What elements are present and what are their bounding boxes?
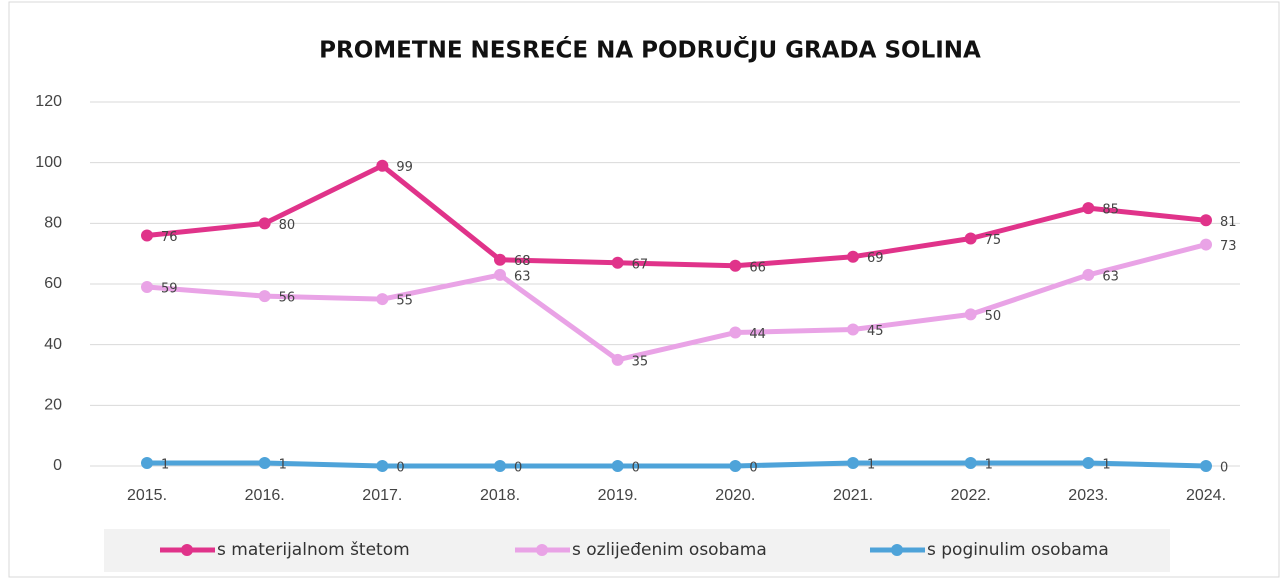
data-label: 63: [1102, 269, 1119, 284]
point: [1200, 214, 1212, 227]
legend-label: s materijalnom štetom: [217, 540, 410, 560]
point: [141, 456, 153, 469]
x-tick-label: 2018.: [480, 487, 520, 504]
data-label: 1: [279, 457, 287, 472]
data-label: 50: [985, 309, 1002, 324]
y-tick-label: 40: [44, 336, 62, 353]
legend-marker: [181, 544, 193, 556]
point: [494, 253, 506, 266]
point: [376, 293, 389, 306]
point: [376, 159, 389, 172]
point: [141, 229, 153, 242]
x-tick-label: 2022.: [951, 487, 991, 504]
point: [729, 460, 742, 472]
data-label: 81: [1220, 215, 1237, 230]
point: [494, 460, 506, 472]
legend-box: [104, 529, 1170, 572]
point: [494, 268, 506, 281]
y-tick-label: 60: [44, 275, 62, 292]
data-label: 67: [632, 257, 649, 272]
y-tick-label: 0: [53, 457, 62, 474]
point: [1082, 456, 1095, 469]
data-label: 66: [749, 260, 766, 275]
data-label: 99: [396, 160, 413, 175]
point: [1200, 460, 1212, 472]
data-label: 1: [867, 457, 875, 472]
y-tick-label: 20: [44, 397, 62, 414]
x-tick-label: 2020.: [715, 487, 755, 504]
x-tick-label: 2019.: [598, 487, 638, 504]
data-label: 55: [396, 294, 413, 309]
data-label: 35: [632, 354, 649, 369]
point: [1200, 238, 1212, 251]
point: [847, 323, 859, 336]
point: [1082, 268, 1095, 281]
data-label: 59: [161, 282, 178, 297]
series-line: [146, 242, 1207, 363]
point: [729, 326, 742, 339]
legend-marker: [536, 544, 548, 556]
chart-border: [8, 1, 1280, 578]
point: [611, 460, 624, 472]
point: [376, 460, 389, 472]
point: [1082, 202, 1095, 215]
point: [141, 281, 153, 294]
data-label: 63: [514, 269, 531, 284]
point: [964, 232, 977, 245]
series-line: [147, 460, 1207, 469]
y-tick-label: 80: [44, 215, 62, 232]
point: [258, 456, 271, 469]
x-tick-label: 2017.: [362, 487, 402, 504]
chart-title: PROMETNE NESREĆE NA PODRUČJU GRADA SOLIN…: [319, 36, 981, 64]
data-label: 45: [867, 324, 884, 339]
data-label: 0: [632, 461, 640, 476]
legend-label: s poginulim osobama: [927, 540, 1109, 560]
point: [611, 353, 624, 366]
data-label: 85: [1102, 203, 1119, 218]
data-label: 75: [985, 233, 1002, 248]
data-label: 80: [279, 218, 296, 233]
x-tick-label: 2023.: [1068, 487, 1108, 504]
data-label: 73: [1220, 239, 1237, 254]
data-label: 44: [749, 327, 766, 342]
data-label: 0: [514, 461, 522, 476]
legend-marker: [891, 544, 903, 556]
x-tick-label: 2021.: [833, 487, 873, 504]
y-tick-label: 100: [35, 154, 62, 171]
x-tick-label: 2024.: [1186, 487, 1226, 504]
legend-label: s ozlijeđenim osobama: [572, 540, 767, 560]
point: [847, 250, 859, 263]
series-line: [146, 163, 1207, 269]
x-tick-label: 2016.: [245, 487, 285, 504]
point: [258, 217, 271, 230]
y-tick-label: 120: [35, 93, 62, 110]
data-label: 0: [1220, 461, 1228, 476]
data-label: 0: [749, 461, 757, 476]
data-label: 1: [985, 457, 993, 472]
data-label: 68: [514, 254, 531, 269]
x-tick-label: 2015.: [127, 487, 167, 504]
data-label: 56: [279, 291, 296, 306]
point: [729, 259, 742, 272]
data-label: 69: [867, 251, 884, 266]
data-label: 0: [396, 461, 404, 476]
point: [847, 456, 859, 469]
point: [258, 290, 271, 303]
point: [964, 456, 977, 469]
point: [964, 308, 977, 321]
data-label: 1: [1102, 457, 1110, 472]
point: [611, 256, 624, 269]
data-label: 1: [161, 457, 169, 472]
data-label: 76: [161, 230, 178, 245]
